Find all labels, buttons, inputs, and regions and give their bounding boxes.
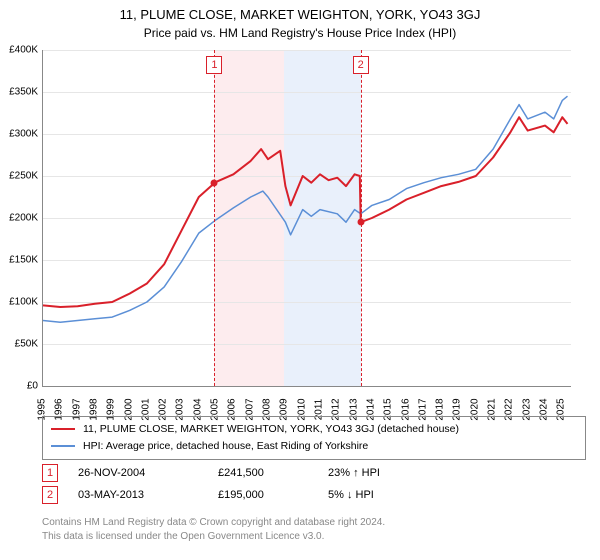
- legend-label: HPI: Average price, detached house, East…: [83, 438, 368, 455]
- sale-row: 2 03-MAY-2013£195,0005% ↓ HPI: [42, 484, 428, 506]
- y-axis-label: £400K: [0, 45, 38, 56]
- legend: 11, PLUME CLOSE, MARKET WEIGHTON, YORK, …: [42, 416, 586, 460]
- sale-price: £195,000: [218, 489, 328, 501]
- legend-row: 11, PLUME CLOSE, MARKET WEIGHTON, YORK, …: [51, 421, 577, 438]
- footer-line-1: Contains HM Land Registry data © Crown c…: [42, 516, 385, 530]
- series-hpi: [43, 96, 568, 322]
- sale-row-badge: 2: [42, 486, 58, 504]
- sale-row-badge: 1: [42, 464, 58, 482]
- footer-line-2: This data is licensed under the Open Gov…: [42, 530, 385, 544]
- chart-subtitle: Price paid vs. HM Land Registry's House …: [0, 24, 600, 40]
- chart-title: 11, PLUME CLOSE, MARKET WEIGHTON, YORK, …: [0, 0, 600, 24]
- y-axis-label: £50K: [0, 339, 38, 350]
- chart-area: 12 £0£50K£100K£150K£200K£250K£300K£350K£…: [42, 50, 570, 386]
- y-axis-label: £300K: [0, 129, 38, 140]
- sales-table: 1 26-NOV-2004£241,50023% ↑ HPI 2 03-MAY-201…: [42, 462, 428, 506]
- sale-delta: 5% ↓ HPI: [328, 489, 428, 501]
- y-axis-label: £250K: [0, 171, 38, 182]
- series-lines: [43, 50, 571, 386]
- legend-swatch: [51, 428, 75, 430]
- y-axis-label: £100K: [0, 297, 38, 308]
- sale-marker-badge: 2: [353, 56, 369, 74]
- plot-region: 12: [42, 50, 571, 387]
- sale-marker-badge: 1: [206, 56, 222, 74]
- sale-price: £241,500: [218, 467, 328, 479]
- y-axis-label: £200K: [0, 213, 38, 224]
- sale-date: 26-NOV-2004: [78, 467, 218, 479]
- sale-delta: 23% ↑ HPI: [328, 467, 428, 479]
- y-axis-label: £350K: [0, 87, 38, 98]
- footer-attribution: Contains HM Land Registry data © Crown c…: [42, 516, 385, 543]
- y-axis-label: £150K: [0, 255, 38, 266]
- legend-swatch: [51, 445, 75, 447]
- sale-marker-dot: [211, 180, 218, 187]
- legend-label: 11, PLUME CLOSE, MARKET WEIGHTON, YORK, …: [83, 421, 459, 438]
- sale-marker-line: [214, 50, 215, 386]
- chart-container: 11, PLUME CLOSE, MARKET WEIGHTON, YORK, …: [0, 0, 600, 560]
- sale-marker-dot: [357, 219, 364, 226]
- sale-row: 1 26-NOV-2004£241,50023% ↑ HPI: [42, 462, 428, 484]
- legend-row: HPI: Average price, detached house, East…: [51, 438, 577, 455]
- y-axis-label: £0: [0, 381, 38, 392]
- sale-date: 03-MAY-2013: [78, 489, 218, 501]
